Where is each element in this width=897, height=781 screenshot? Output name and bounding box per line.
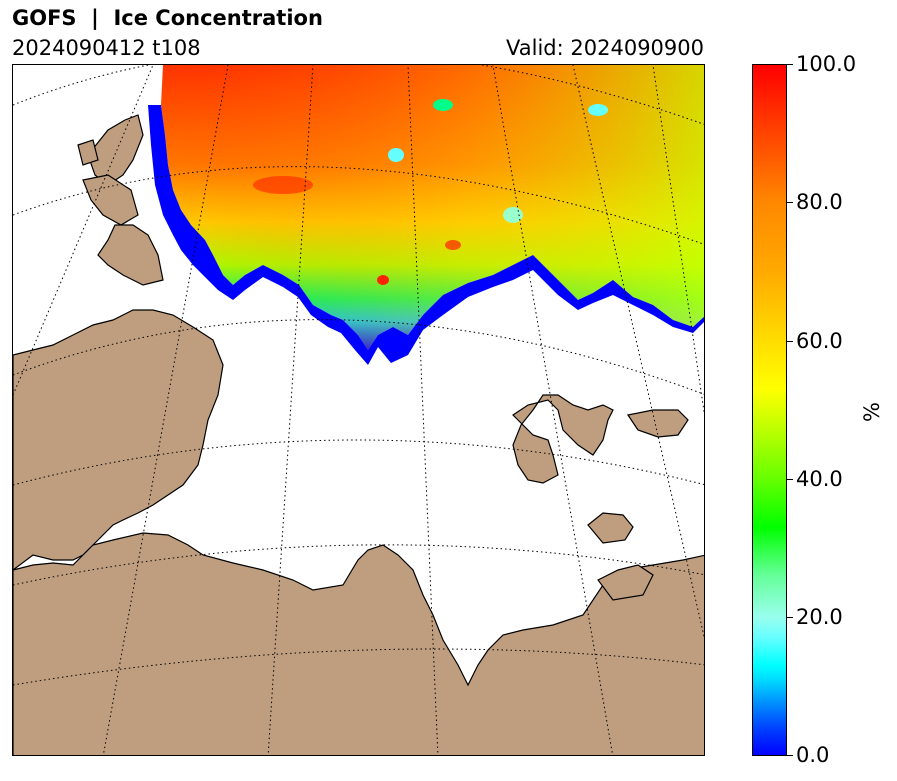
colorbar-tick (787, 202, 793, 203)
plot-title: GOFS | Ice Concentration (12, 6, 323, 30)
colorbar-tick (787, 755, 793, 756)
colorbar-tick-label: 80.0 (796, 190, 843, 214)
colorbar-tick-label: 40.0 (796, 467, 843, 491)
ice-map (13, 65, 704, 755)
colorbar-tick (787, 341, 793, 342)
colorbar-tick (787, 479, 793, 480)
colorbar-tick-label: 0.0 (796, 743, 830, 767)
colorbar-tick (787, 64, 793, 65)
colorbar-tick (787, 617, 793, 618)
colorbar-label: % (859, 402, 884, 422)
colorbar (752, 64, 787, 756)
map-panel (12, 64, 705, 756)
graticule (13, 65, 704, 755)
sea-ice-field (148, 65, 704, 365)
colorbar-tick-label: 100.0 (796, 52, 857, 76)
land-masses (13, 114, 704, 755)
colorbar-tick-label: 60.0 (796, 329, 843, 353)
valid-label: Valid: 2024090900 (506, 36, 704, 60)
run-label: 2024090412 t108 (12, 36, 201, 60)
colorbar-tick-label: 20.0 (796, 605, 843, 629)
